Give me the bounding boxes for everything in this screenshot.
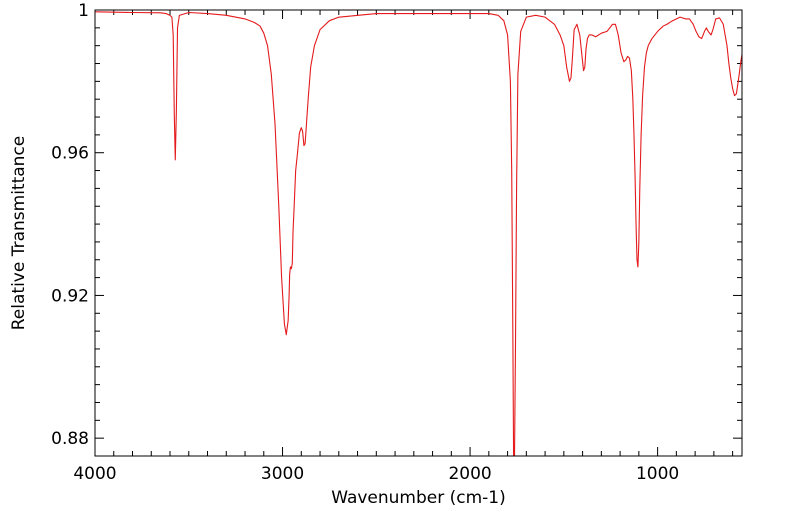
y-tick-label: 0.88 [51,429,89,449]
major-ticks [94,9,742,456]
x-tick-label: 1000 [636,464,679,484]
y-tick-label: 0.92 [51,286,89,306]
x-tick-label: 2000 [448,464,491,484]
x-axis-label: Wavenumber (cm-1) [331,488,506,508]
plot-background [95,10,742,456]
x-tick-label: 3000 [261,464,304,484]
y-axis-label: Relative Transmittance [9,136,29,331]
plot-frame [94,9,743,457]
x-tick-labels: 4000 3000 2000 1000 [73,464,679,484]
y-tick-label: 0.96 [51,144,89,164]
spectrum-series-line [94,11,743,457]
minor-ticks [95,10,742,457]
x-tick-label: 4000 [73,464,116,484]
y-tick-labels: 0.88 0.92 0.96 1 [51,1,89,449]
y-tick-label: 1 [78,1,89,21]
